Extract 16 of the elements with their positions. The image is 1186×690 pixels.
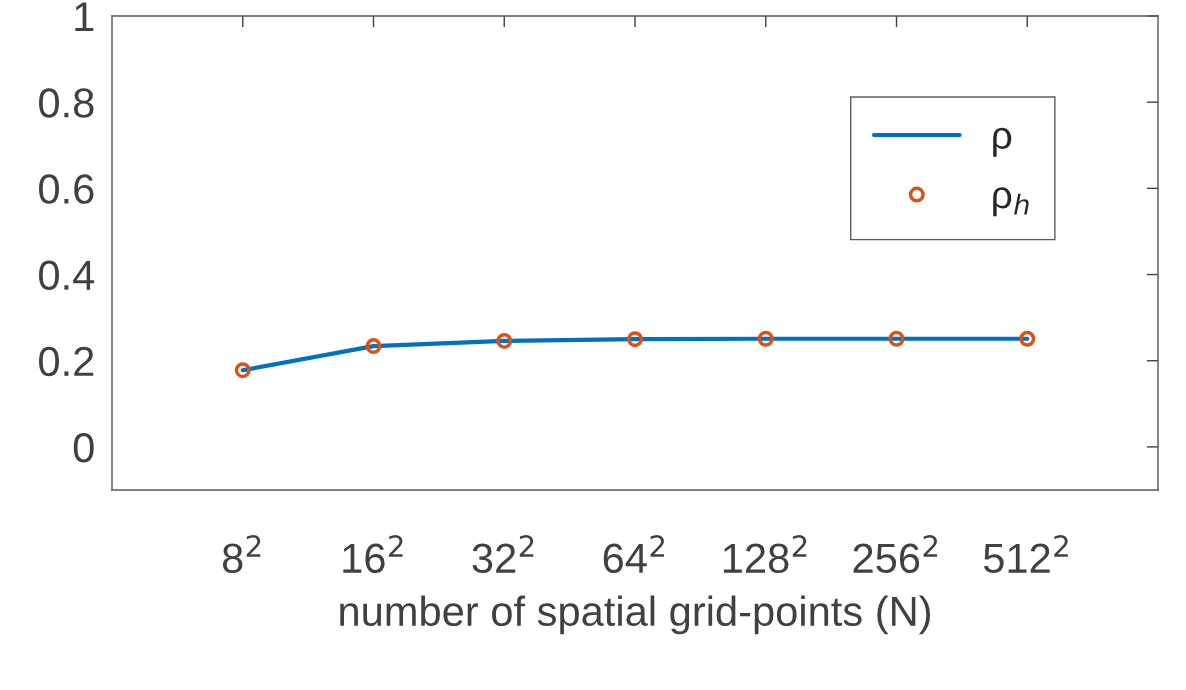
y-tick-label: 0 (73, 432, 94, 463)
x-tick-label: 32$^{2}$ (472, 535, 534, 574)
x-tick-label: 64$^{2}$ (603, 535, 665, 574)
x-tick-label: 16$^{2}$ (343, 535, 403, 574)
legend-label: ρ$_{h}$ (993, 187, 1029, 217)
x-tick-label: 128$^{2}$ (723, 535, 807, 574)
legend-label: ρ (993, 127, 1012, 157)
y-tick-label: 0.8 (39, 88, 94, 118)
y-tick-label: 1 (75, 2, 94, 32)
y-tick-label: 0.2 (39, 346, 94, 377)
x-tick-label: 512$^{2}$ (983, 535, 1068, 574)
x-tick-label: 256$^{2}$ (853, 535, 938, 574)
y-tick-label: 0.4 (39, 260, 95, 291)
x-axis-title: number of spatial grid-points (N) (340, 595, 931, 635)
y-tick-label: 0.6 (39, 174, 94, 204)
x-tick-label: 8$^{2}$ (222, 535, 261, 574)
